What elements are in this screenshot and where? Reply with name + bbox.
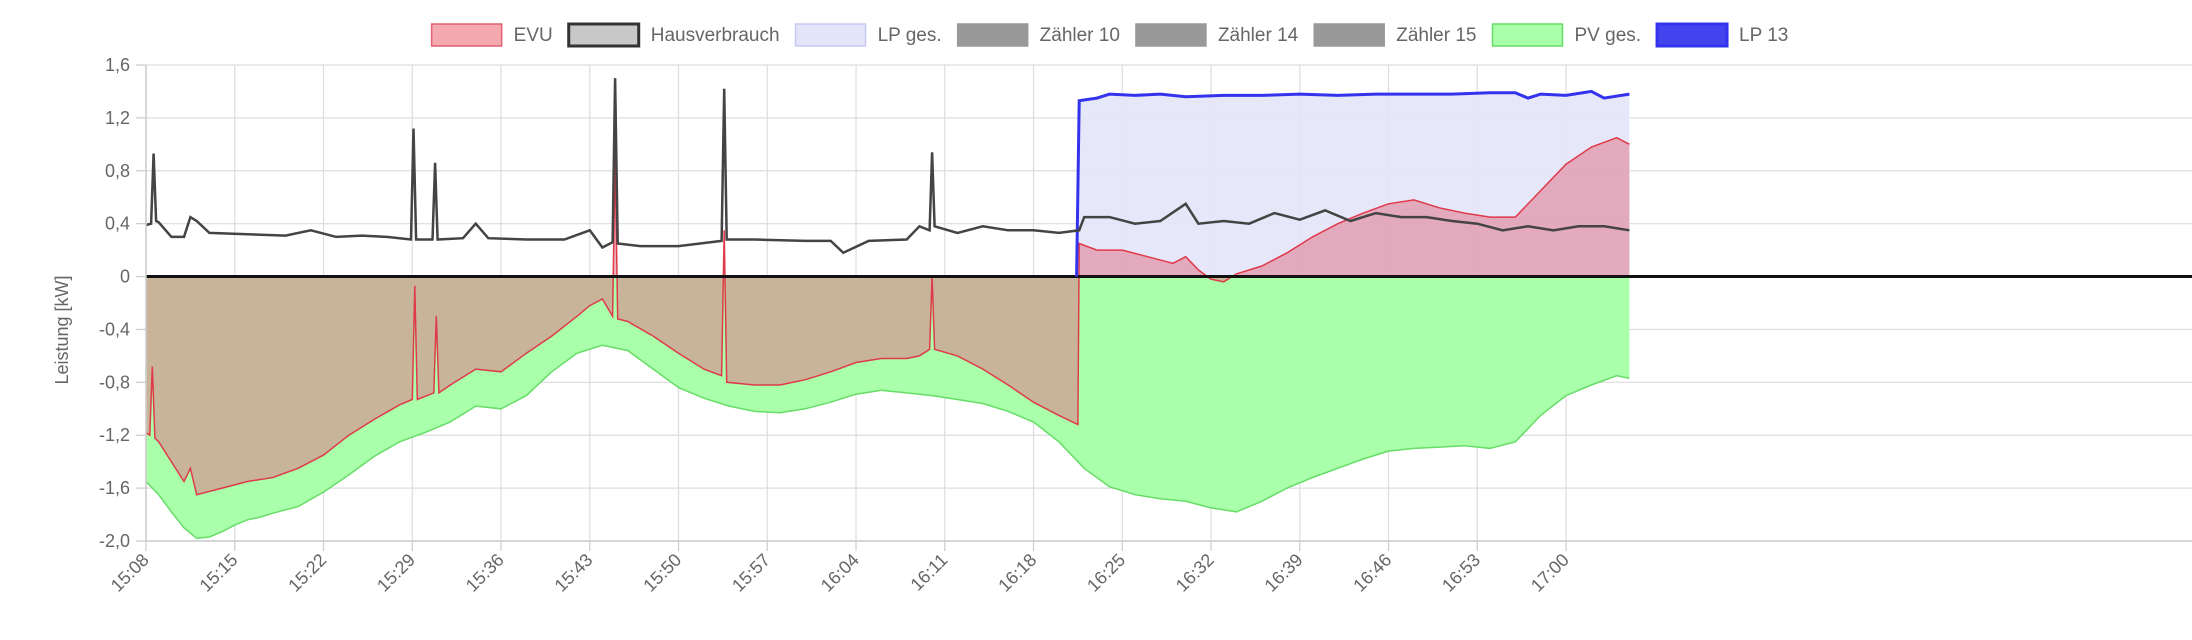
legend-label: EVU xyxy=(514,25,553,46)
x-tick-label: 17:00 xyxy=(1527,550,1573,596)
legend-swatch xyxy=(1491,23,1564,47)
y-tick-label: -0,8 xyxy=(99,372,130,392)
x-tick-label: 16:46 xyxy=(1349,550,1395,596)
legend: EVU Hausverbrauch LP ges. Zähler 10 Zähler 1… xyxy=(430,22,1788,48)
y-tick-label: 0 xyxy=(120,267,130,287)
legend-label: Zähler 10 xyxy=(1040,25,1120,46)
legend-swatch xyxy=(1135,23,1207,47)
x-tick-label: 16:18 xyxy=(994,550,1040,596)
x-tick-label: 15:36 xyxy=(462,550,508,596)
legend-label: Zähler 14 xyxy=(1218,25,1299,46)
legend-swatch xyxy=(1313,23,1385,47)
x-tick-label: 16:11 xyxy=(907,550,952,595)
legend-swatch xyxy=(956,23,1029,47)
legend-item[interactable]: Zähler 14 xyxy=(1135,23,1299,47)
x-tick-label: 15:08 xyxy=(107,550,153,596)
series-evu-line xyxy=(145,136,1630,496)
y-tick-label: -1,6 xyxy=(99,478,130,498)
legend-item[interactable]: LP 13 xyxy=(1655,22,1788,48)
legend-swatch xyxy=(430,23,503,47)
x-tick-label: 15:50 xyxy=(639,550,685,596)
x-tick-label: 16:32 xyxy=(1172,550,1218,596)
y-tick-label: 1,2 xyxy=(105,108,130,128)
x-tick-label: 16:39 xyxy=(1261,550,1307,596)
legend-item[interactable]: LP ges. xyxy=(794,23,942,47)
legend-swatch xyxy=(794,23,867,47)
legend-item[interactable]: Zähler 15 xyxy=(1313,23,1477,47)
y-tick-label: 1,6 xyxy=(105,55,130,75)
y-tick-label: -1,2 xyxy=(99,425,130,445)
legend-item[interactable]: Hausverbrauch xyxy=(567,22,780,48)
y-tick-label: -0,4 xyxy=(99,319,130,339)
legend-label: Hausverbrauch xyxy=(651,25,780,46)
x-tick-label: 15:57 xyxy=(728,550,774,596)
legend-label: LP ges. xyxy=(878,25,942,46)
legend-item[interactable]: EVU xyxy=(430,23,553,47)
series-evu-area xyxy=(146,137,1630,495)
legend-label: Zähler 15 xyxy=(1396,25,1476,46)
legend-swatch xyxy=(567,22,641,48)
legend-item[interactable]: PV ges. xyxy=(1491,23,1642,47)
legend-swatch xyxy=(1655,22,1729,48)
y-tick-label: 0,8 xyxy=(105,161,130,181)
x-tick-label: 15:15 xyxy=(196,550,242,596)
y-axis-label: Leistung [kW] xyxy=(52,275,72,384)
legend-item[interactable]: Zähler 10 xyxy=(956,23,1120,47)
x-tick-label: 16:04 xyxy=(817,550,863,596)
series-hausverbrauch-line xyxy=(145,78,1630,255)
legend-label: PV ges. xyxy=(1575,25,1642,46)
x-tick-label: 15:43 xyxy=(551,550,597,596)
legend-label: LP 13 xyxy=(1739,25,1788,46)
x-tick-label: 15:29 xyxy=(373,550,419,596)
x-tick-label: 15:22 xyxy=(284,550,330,596)
series-pv-line xyxy=(145,344,1630,540)
x-tick-label: 16:53 xyxy=(1438,550,1484,596)
series-lp13-line xyxy=(1075,89,1630,277)
series-layer xyxy=(145,78,2192,540)
y-tick-label: 0,4 xyxy=(105,214,130,234)
y-tick-label: -2,0 xyxy=(99,531,130,551)
x-tick-label: 16:25 xyxy=(1083,550,1129,596)
